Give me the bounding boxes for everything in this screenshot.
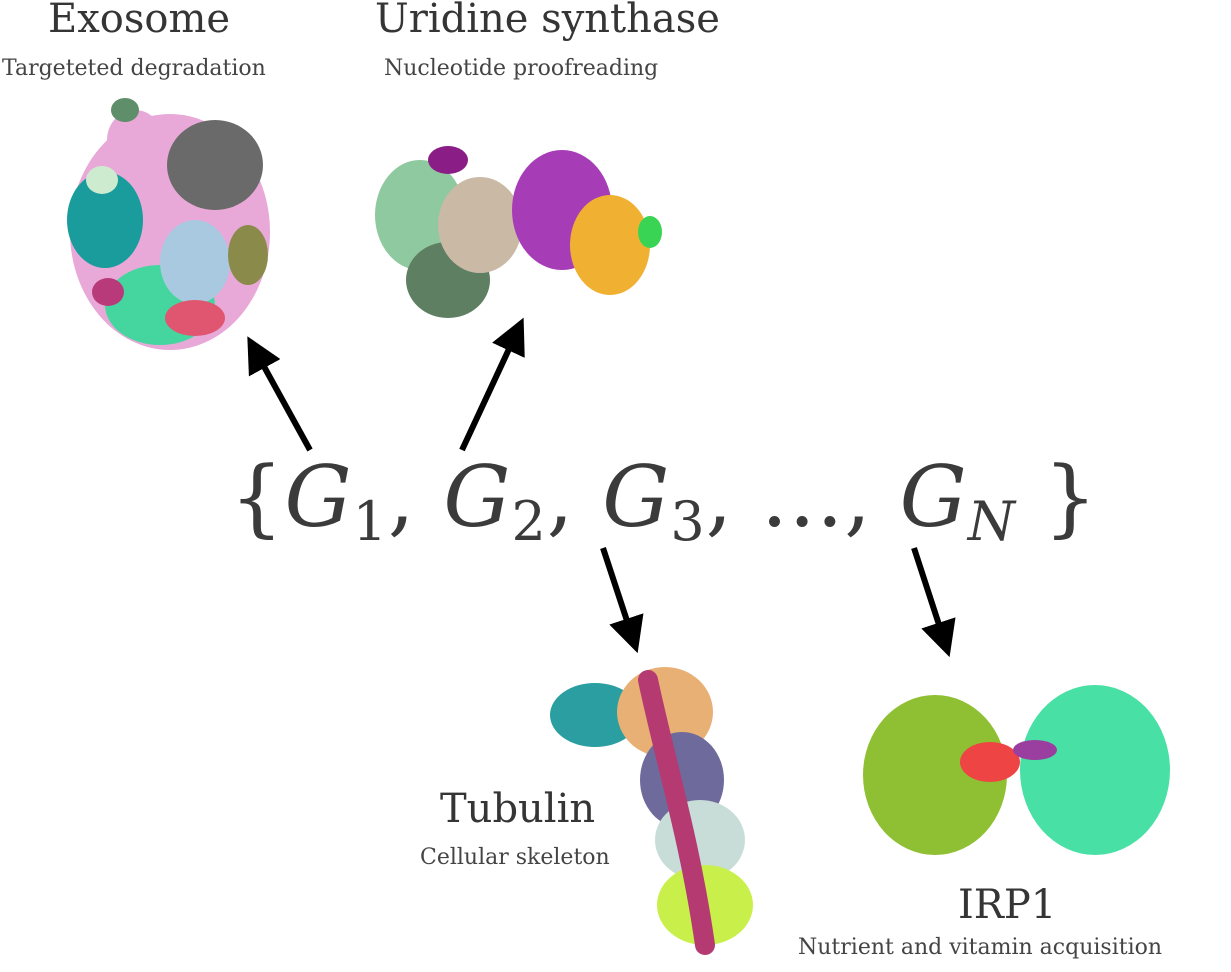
exosome-title: Exosome xyxy=(48,0,231,42)
tubulin-title: Tubulin xyxy=(440,786,596,832)
arrows xyxy=(247,317,956,658)
comma-4: , xyxy=(844,448,872,546)
arrow-to-irp1 xyxy=(911,547,956,658)
uridine-synthase-structure xyxy=(375,146,662,318)
tubulin-structure xyxy=(550,667,753,955)
gene-n-symbol: G xyxy=(899,448,968,546)
uridine-synthase-subtitle: Nucleotide proofreading xyxy=(384,56,659,81)
gene-3-symbol: G xyxy=(602,448,671,546)
gene-2-symbol: G xyxy=(443,448,512,546)
gene-n-index: N xyxy=(967,490,1016,553)
comma-2: , xyxy=(546,448,575,546)
gene-set-formula: {G1, G2, G3, ..., GN } xyxy=(230,448,1098,553)
arrow-to-exosome xyxy=(247,336,313,452)
ellipsis: ... xyxy=(761,448,845,546)
close-brace: } xyxy=(1043,448,1099,546)
uridine-synthase-title: Uridine synthase xyxy=(375,0,720,42)
comma-1: , xyxy=(387,448,416,546)
arrow-to-tubulin xyxy=(600,547,644,654)
gene-2-index: 2 xyxy=(511,490,547,553)
gene-1-index: 1 xyxy=(352,490,388,553)
gene-1-symbol: G xyxy=(284,448,353,546)
tubulin-subtitle: Cellular skeleton xyxy=(420,845,610,870)
gene-3-index: 3 xyxy=(670,490,706,553)
comma-3: , xyxy=(705,448,734,546)
arrow-to-uridine-synthase xyxy=(459,317,525,452)
open-brace: { xyxy=(230,448,285,546)
irp1-structure xyxy=(863,685,1170,855)
exosome-subtitle: Targeteted degradation xyxy=(2,56,266,81)
irp1-subtitle: Nutrient and vitamin acquisition xyxy=(798,935,1163,960)
exosome-structure xyxy=(67,98,270,350)
irp1-title: IRP1 xyxy=(958,882,1057,928)
